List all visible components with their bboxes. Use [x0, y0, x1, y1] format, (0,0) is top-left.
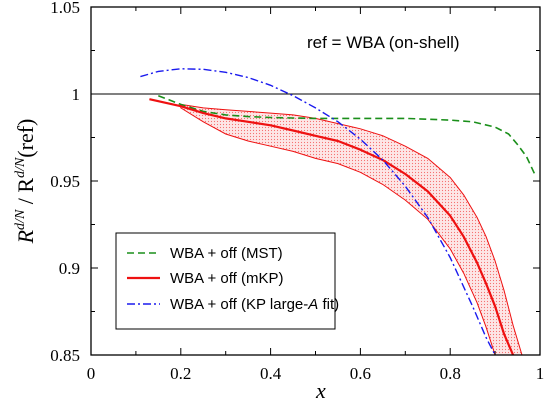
- y-tick-label: 0.9: [59, 259, 80, 278]
- x-axis-label: x: [315, 378, 326, 403]
- legend-box: [115, 232, 336, 330]
- series-layer: [140, 68, 537, 355]
- ylabel-sup: d/N: [13, 209, 28, 230]
- legend-label-kp-a: WBA + off (KP large-: [170, 296, 308, 313]
- y-tick-label: 1.05: [50, 0, 80, 17]
- y-axis-label: Rd/N / Rd/N(ref): [13, 119, 38, 245]
- series-line-kp: [140, 68, 496, 355]
- series-line-mst: [158, 94, 537, 177]
- series-line-mkp: [149, 98, 515, 355]
- ylabel-tail: (ref): [13, 119, 38, 158]
- ylabel-main: R: [13, 229, 38, 244]
- legend-label-kp-b: A: [307, 296, 318, 313]
- x-tick-label: 0: [87, 364, 96, 383]
- band-layer: [180, 103, 523, 355]
- x-tick-label: 0.4: [260, 364, 282, 383]
- legend-label-kp-c: fit): [318, 296, 339, 313]
- ylabel-sup2: d/N: [13, 157, 28, 178]
- legend: WBA + off (MST) WBA + off (mKP) WBA + of…: [115, 232, 339, 330]
- y-tick-label: 0.85: [50, 346, 80, 365]
- x-tick-label: 1: [536, 364, 545, 383]
- y-tick-label: 1: [72, 85, 81, 104]
- chart-annotation: ref = WBA (on-shell): [307, 33, 460, 52]
- ylabel-mid: / R: [13, 178, 38, 210]
- uncertainty-band: [180, 103, 523, 355]
- x-tick-label: 0.8: [440, 364, 461, 383]
- x-tick-label: 0.2: [170, 364, 191, 383]
- x-tick-label: 0.6: [350, 364, 371, 383]
- legend-label-mkp: WBA + off (mKP): [170, 270, 284, 287]
- legend-label-mst: WBA + off (MST): [170, 245, 283, 262]
- ticks-layer: 0 0.2 0.4 0.6 0.8 1 0.85 0.9 0.95 1 1.05: [50, 0, 544, 383]
- y-tick-label: 0.95: [50, 172, 80, 191]
- legend-label-kp: WBA + off (KP large-A fit): [170, 296, 339, 313]
